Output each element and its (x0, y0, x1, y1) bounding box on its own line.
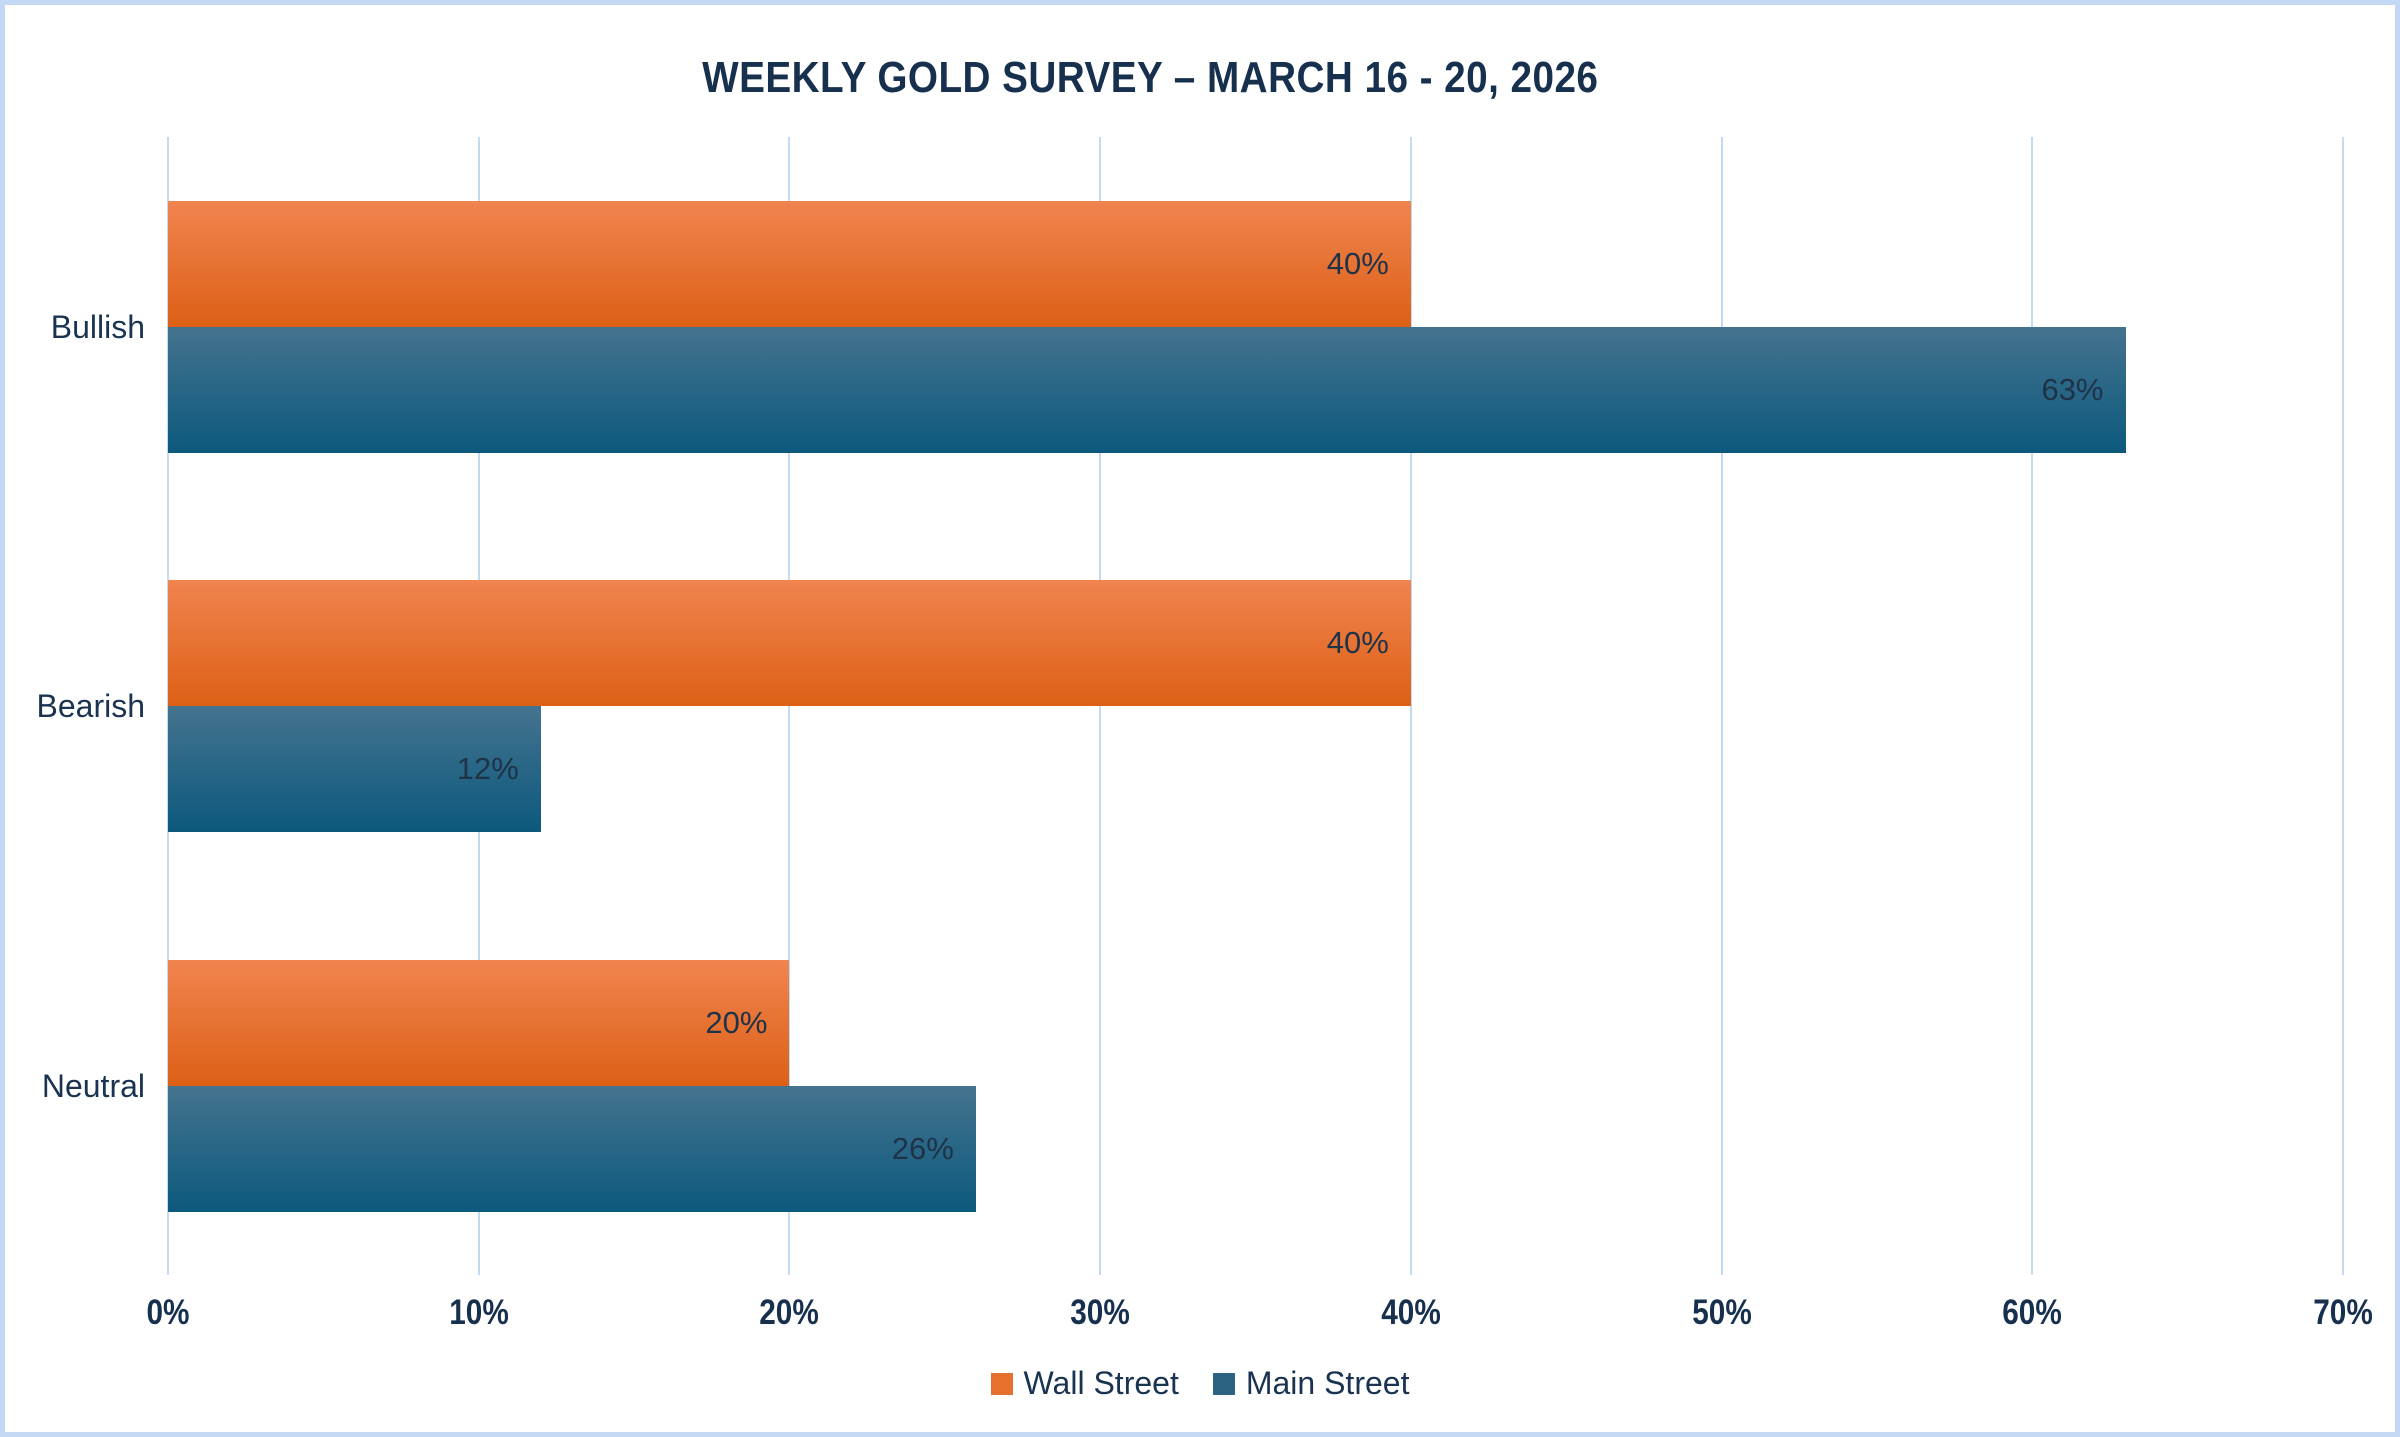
chart-title-text: WEEKLY GOLD SURVEY – MARCH 16 - 20, 2026 (701, 53, 1599, 102)
gridline-50- (1720, 137, 1723, 1275)
x-tick-20-: 20% (759, 1293, 820, 1332)
x-tick-30-: 30% (1070, 1293, 1130, 1332)
data-label-main-street-neutral: 26% (891, 1130, 954, 1166)
category-label-bearish: Bearish (36, 688, 146, 725)
category-label-bullish: Bullish (50, 309, 145, 345)
data-label-wall-street-bullish: 40% (1326, 246, 1389, 281)
bar-wall-street-neutral: 20% (168, 959, 790, 1086)
legend-label-main-street: Main Street (1245, 1365, 1410, 1401)
legend-item-wall-street: Wall Street (990, 1365, 1179, 1402)
data-label-main-street-bearish: 12% (456, 751, 519, 787)
bar-main-street-bearish: 12% (168, 706, 541, 833)
plot-area: 40% 63% 40% 12% 20% 26% (167, 137, 2344, 1275)
data-label-wall-street-bearish: 40% (1326, 625, 1389, 661)
x-tick-0-: 0% (146, 1293, 190, 1332)
legend-item-main-street: Main Street (1212, 1365, 1410, 1402)
data-label-main-street-bullish: 63% (2041, 372, 2104, 407)
category-label-neutral: Neutral (41, 1067, 145, 1104)
legend-label-wall-street: Wall Street (1023, 1365, 1179, 1401)
legend-swatch-wall-street (990, 1372, 1013, 1395)
gridline-40- (1409, 137, 1412, 1275)
data-label-wall-street-neutral: 20% (705, 1004, 768, 1040)
x-tick-70-: 70% (2313, 1293, 2373, 1332)
chart-title: WEEKLY GOLD SURVEY – MARCH 16 - 20, 2026 (5, 53, 2295, 103)
x-tick-50-: 50% (1691, 1293, 1752, 1332)
bar-wall-street-bullish: 40% (168, 201, 1411, 327)
gridline-70- (2342, 137, 2344, 1275)
x-tick-40-: 40% (1381, 1293, 1441, 1332)
bar-main-street-bullish: 63% (168, 327, 2126, 453)
x-tick-10-: 10% (448, 1293, 509, 1332)
legend: Wall Street Main Street (5, 1365, 2395, 1402)
bar-main-street-neutral: 26% (168, 1085, 976, 1212)
bar-wall-street-bearish: 40% (168, 580, 1411, 707)
x-tick-60-: 60% (2002, 1293, 2063, 1332)
gridline-60- (2031, 137, 2034, 1275)
legend-swatch-main-street (1212, 1372, 1235, 1395)
